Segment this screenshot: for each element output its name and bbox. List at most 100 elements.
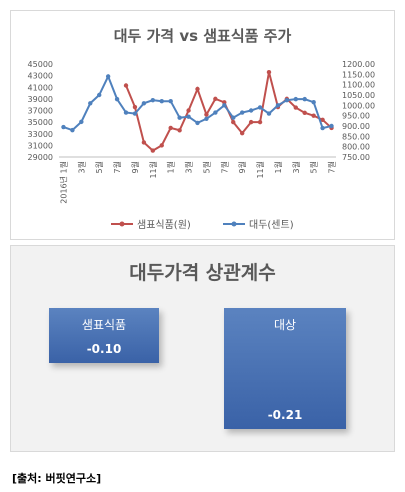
chart-title: 대두 가격 vs 샘표식품 주가 bbox=[113, 27, 292, 45]
x-axis-tick-label: 11월 bbox=[148, 161, 158, 179]
right-axis-tick-label: 900.00 bbox=[342, 122, 370, 131]
correlation-box-daesang: 대상 -0.21 bbox=[224, 308, 346, 429]
data-point bbox=[177, 115, 182, 120]
data-point bbox=[150, 148, 156, 153]
x-axis-tick-label: 3월 bbox=[76, 161, 86, 173]
left-axis-tick-label: 37000 bbox=[28, 107, 53, 116]
data-point bbox=[132, 111, 138, 116]
data-point bbox=[222, 103, 227, 108]
data-point bbox=[293, 96, 298, 102]
data-point bbox=[231, 115, 236, 120]
data-point bbox=[168, 125, 173, 131]
data-point bbox=[248, 108, 254, 113]
correlation-value: -0.21 bbox=[267, 408, 303, 422]
right-axis-tick-label: 800.00 bbox=[342, 143, 370, 152]
right-axis-tick-label: 1200.00 bbox=[342, 60, 375, 69]
data-point bbox=[61, 124, 66, 130]
left-axis-tick-label: 29000 bbox=[28, 153, 53, 162]
left-axis-tick-label: 31000 bbox=[28, 141, 53, 150]
data-point bbox=[105, 74, 111, 79]
x-axis-tick-label: 5월 bbox=[94, 161, 104, 173]
x-axis-tick-label: 9월 bbox=[237, 161, 247, 173]
data-point bbox=[141, 101, 147, 106]
data-point bbox=[195, 120, 200, 126]
right-axis-tick-label: 1100.00 bbox=[342, 81, 375, 90]
x-axis-tick-label: 5월 bbox=[201, 161, 211, 173]
data-point bbox=[231, 119, 236, 125]
data-point bbox=[239, 110, 245, 115]
data-point bbox=[141, 140, 147, 145]
data-point bbox=[204, 116, 209, 121]
data-point bbox=[266, 111, 272, 116]
data-point bbox=[79, 119, 84, 125]
chart-panel: 대두 가격 vs 샘표식품 주가 45000 43000 41000 39000 370… bbox=[10, 10, 395, 240]
data-point bbox=[266, 69, 272, 75]
left-axis-tick-label: 35000 bbox=[28, 118, 53, 127]
data-point bbox=[284, 97, 290, 103]
data-point bbox=[114, 96, 120, 102]
data-point bbox=[177, 128, 182, 133]
x-axis-tick-label: 1월 bbox=[273, 161, 283, 173]
x-axis-tick-label: 7월 bbox=[112, 161, 122, 173]
right-axis-tick-label: 1050.00 bbox=[342, 91, 375, 100]
data-point bbox=[186, 114, 191, 119]
line-chart: 45000 43000 41000 39000 37000 35000 33000 31000… bbox=[28, 60, 376, 231]
data-point bbox=[123, 83, 129, 88]
legend-marker bbox=[119, 221, 125, 227]
data-point bbox=[257, 119, 263, 125]
x-axis-tick-label: 1월 bbox=[166, 161, 176, 173]
data-point bbox=[168, 99, 173, 104]
data-point bbox=[248, 119, 254, 125]
data-point bbox=[320, 125, 325, 131]
legend-marker bbox=[231, 221, 237, 227]
data-point bbox=[132, 104, 138, 110]
data-point bbox=[320, 117, 325, 123]
correlation-name: 대상 bbox=[273, 318, 297, 332]
data-point bbox=[186, 108, 191, 113]
correlation-box-sempio: 샘표식품 -0.10 bbox=[49, 308, 159, 363]
x-axis-tick-label: 9월 bbox=[130, 161, 140, 173]
correlation-title: 대두가격 상관계수 bbox=[129, 262, 276, 284]
correlation-panel: 대두가격 상관계수 샘표식품 -0.10 대상 -0.21 bbox=[10, 245, 395, 452]
correlation-name: 샘표식품 bbox=[81, 318, 127, 332]
left-axis-tick-label: 39000 bbox=[28, 95, 53, 104]
data-point bbox=[150, 97, 156, 103]
data-point bbox=[159, 99, 164, 104]
right-axis-tick-label: 750.00 bbox=[342, 153, 370, 162]
x-axis-tick-label: 3월 bbox=[291, 161, 301, 173]
x-axis-tick-label: 7월 bbox=[327, 161, 337, 173]
right-axis-tick-label: 950.00 bbox=[342, 112, 370, 121]
x-axis-tick-label: 7월 bbox=[219, 161, 229, 173]
left-axis-tick-label: 41000 bbox=[28, 83, 53, 92]
data-point bbox=[97, 92, 102, 98]
correlation-value: -0.10 bbox=[86, 342, 122, 356]
data-point bbox=[123, 110, 129, 115]
right-axis-tick-label: 850.00 bbox=[342, 132, 370, 141]
legend-label: 대두(센트) bbox=[249, 219, 294, 231]
legend-label: 샘표식품(원) bbox=[137, 219, 191, 231]
data-point bbox=[257, 105, 263, 110]
data-point bbox=[302, 96, 307, 102]
x-axis-tick-label: 11월 bbox=[255, 161, 265, 179]
data-point bbox=[213, 96, 218, 102]
x-axis-tick-label: 5월 bbox=[309, 161, 319, 173]
right-axis-tick-label: 1000.00 bbox=[342, 101, 375, 110]
left-axis-tick-label: 45000 bbox=[28, 60, 53, 69]
data-point bbox=[329, 123, 334, 129]
data-point bbox=[204, 112, 209, 117]
data-point bbox=[302, 110, 307, 116]
data-point bbox=[311, 100, 316, 105]
data-point bbox=[70, 127, 75, 133]
source-note: [출처: 버핏연구소] bbox=[12, 472, 102, 485]
x-axis-tick-label: 3월 bbox=[184, 161, 194, 173]
data-point bbox=[239, 130, 245, 136]
data-point bbox=[275, 103, 281, 108]
left-axis-tick-label: 33000 bbox=[28, 130, 53, 139]
right-axis-tick-label: 1150.00 bbox=[342, 70, 375, 79]
data-point bbox=[293, 105, 298, 110]
data-point bbox=[213, 110, 218, 115]
data-point bbox=[159, 143, 164, 148]
x-axis-tick-label: 2016년 1월 bbox=[58, 161, 68, 204]
data-point bbox=[195, 86, 200, 92]
data-point bbox=[88, 101, 93, 106]
